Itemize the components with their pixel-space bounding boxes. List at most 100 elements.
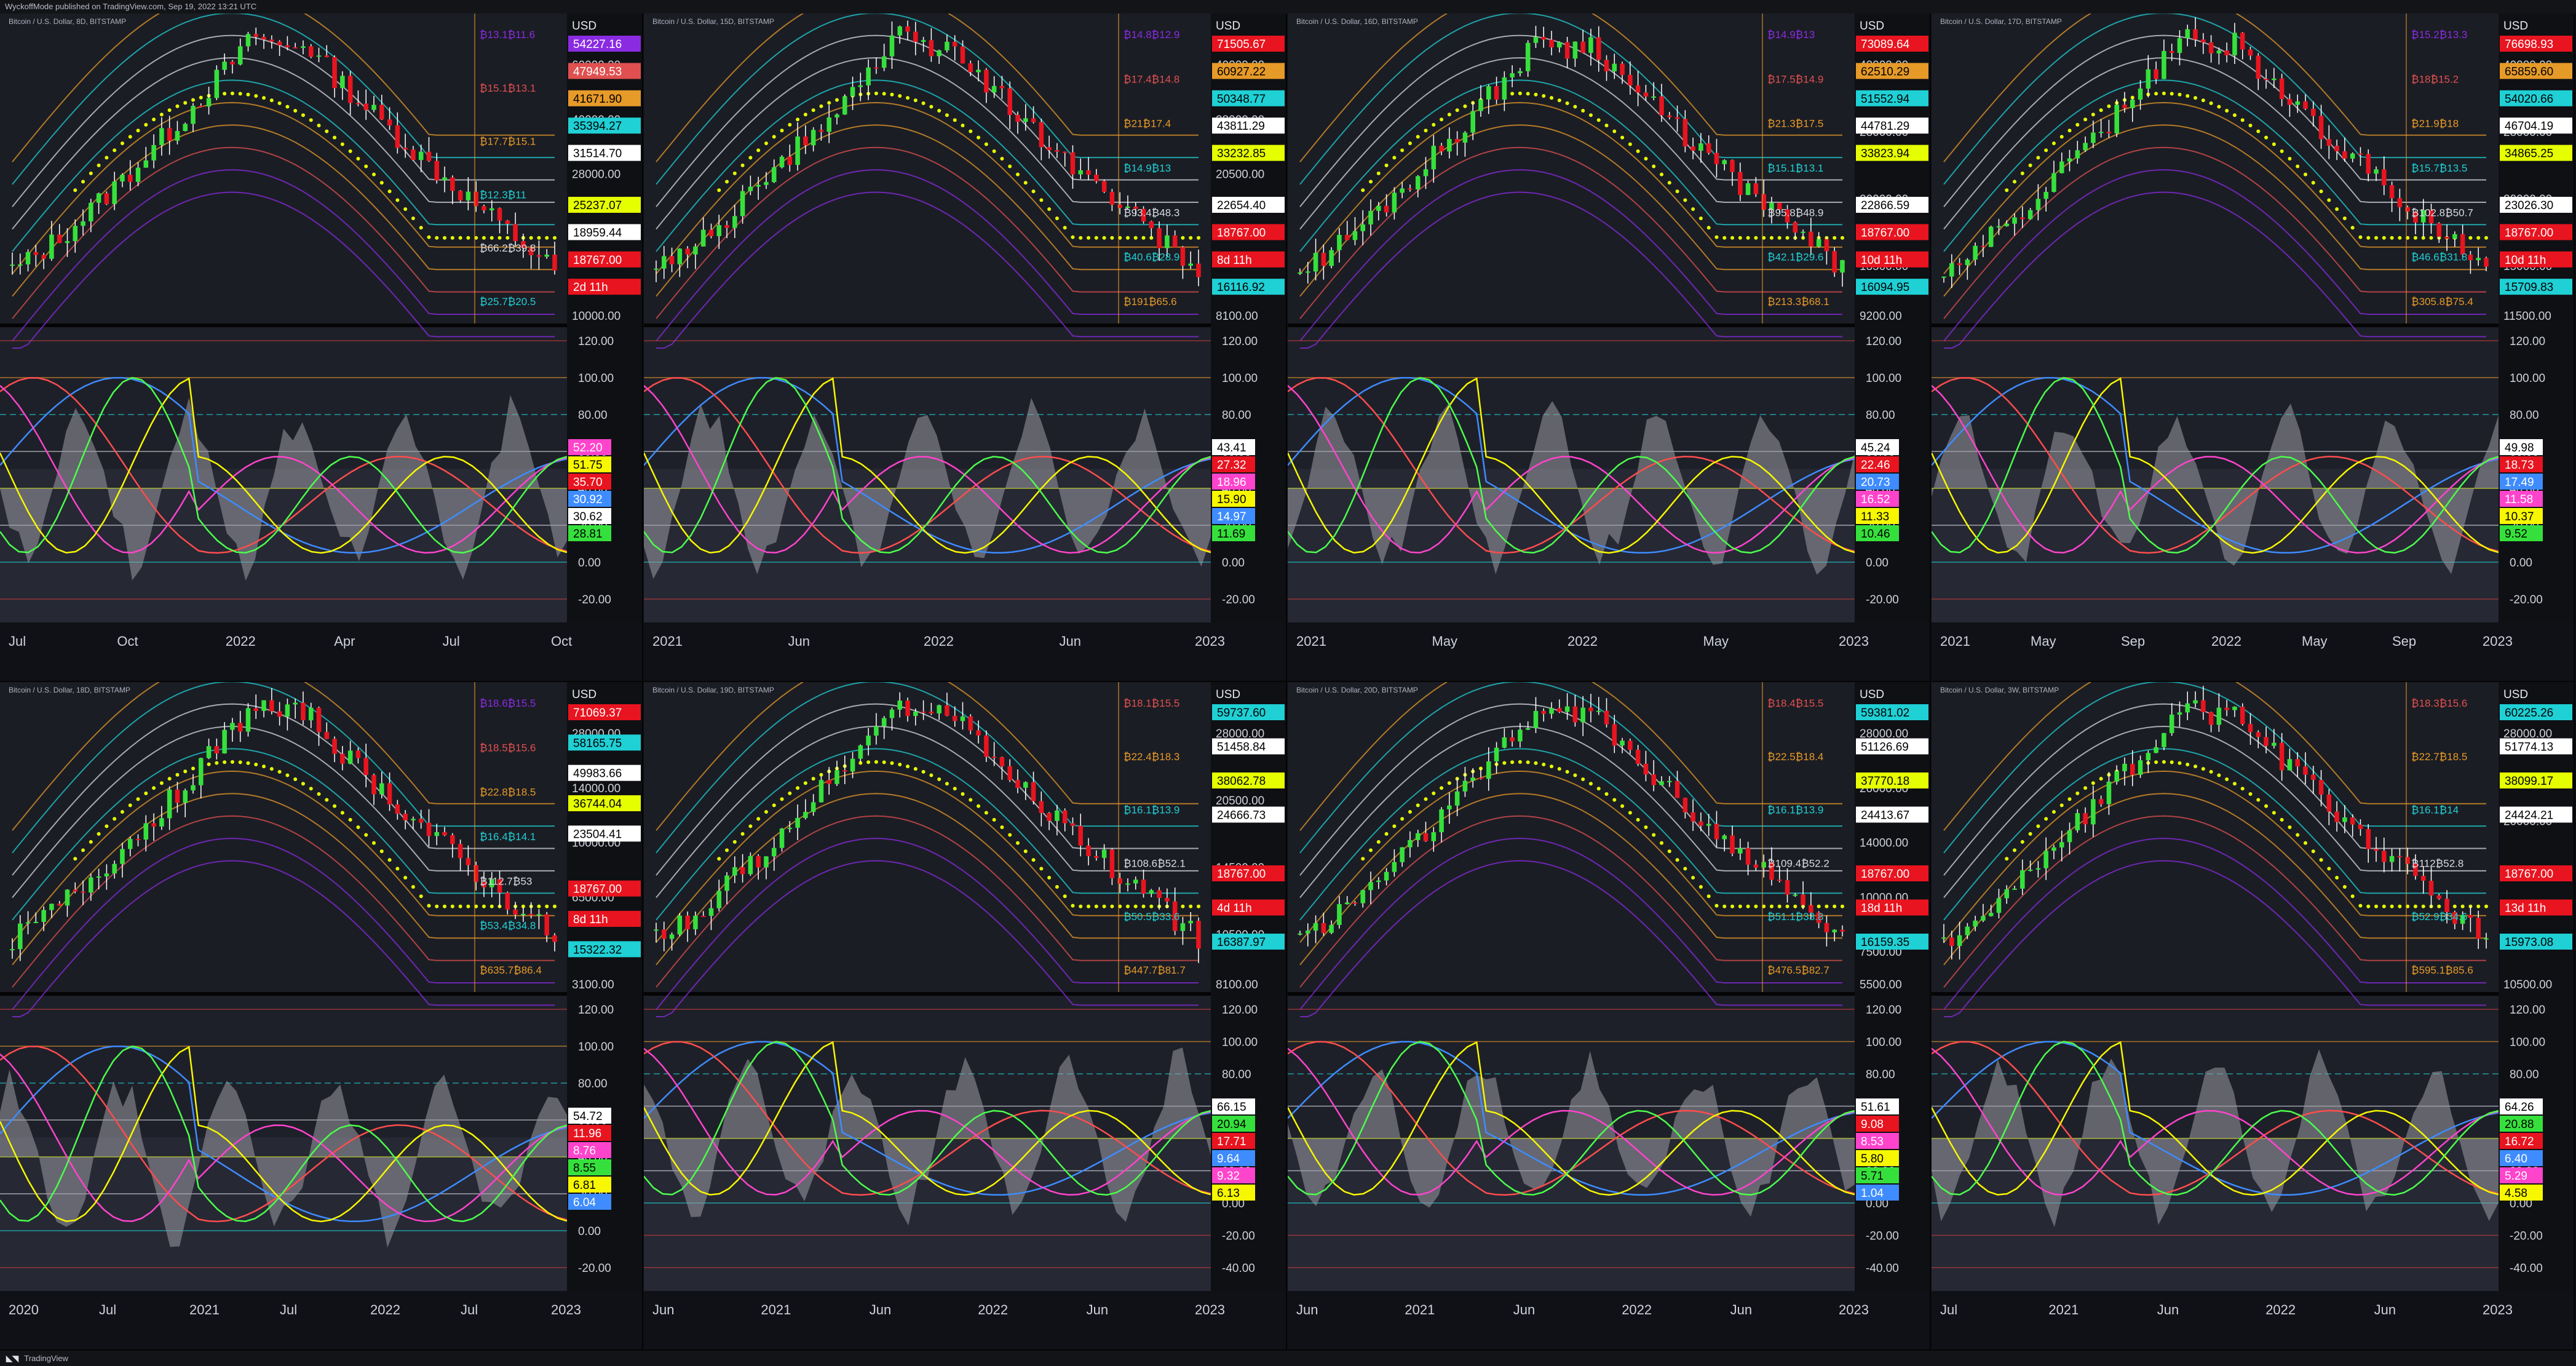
midline-dot (521, 904, 525, 908)
candle-body (2154, 69, 2158, 79)
badge-bg (2500, 704, 2572, 720)
band-annotation: ₿447.7₿81.7 (1124, 964, 1186, 976)
chart-title[interactable]: Bitcoin / U.S. Dollar, 18D, BITSTAMP (9, 686, 130, 694)
osc-label-badge: 45.24 (1856, 439, 1899, 455)
badge-bg (1856, 525, 1899, 541)
price-label-badge: 54020.66 (2500, 90, 2572, 106)
chart-title[interactable]: Bitcoin / U.S. Dollar, 17D, BITSTAMP (1940, 17, 2062, 26)
midline-dot (1440, 117, 1444, 122)
price-label-text: 62510.29 (1861, 65, 1909, 78)
badge-bg (2500, 525, 2543, 541)
price-label-badge: 44781.29 (1856, 117, 1928, 134)
band-annotation: ₿22.5₿18.4 (1767, 751, 1823, 763)
price-label-badge: 18767.00 (2500, 224, 2572, 240)
midline-dot (1063, 226, 1067, 230)
time-axis (1288, 622, 1930, 681)
midline-dot (387, 189, 392, 194)
candle-body (945, 705, 949, 716)
chart-title[interactable]: Bitcoin / U.S. Dollar, 20D, BITSTAMP (1296, 686, 1418, 694)
price-band-line (1299, 34, 1842, 207)
midline-dot (827, 101, 831, 105)
price-label-text: 22654.40 (1217, 199, 1266, 212)
candle-body (214, 69, 220, 98)
midline-dot (1479, 766, 1483, 771)
candle-body (2405, 857, 2410, 864)
candle-body (708, 908, 714, 916)
candle-body (1337, 904, 1342, 925)
candle-body (1384, 205, 1389, 213)
chart-pane[interactable]: USD 28000.00 20000.00 14000.00 10000.00 7500.… (1288, 682, 1931, 1351)
candle-body (96, 193, 101, 203)
chart-svg[interactable]: USD28000.0020500.0014500.0010500.008100.… (644, 682, 1287, 1351)
chart-pane[interactable]: USD28000.0020000.0015000.0010500.0060225… (1932, 682, 2575, 1351)
badge-bg (1212, 117, 1285, 134)
osc-tick-label: 120.00 (1222, 335, 1258, 348)
candle-body (889, 35, 895, 57)
chart-pane[interactable]: USD28000.0020500.0014500.0010500.008100.… (644, 682, 1287, 1351)
chart-svg[interactable]: USD40000.0028000.0020000.0013500.009200.… (1288, 14, 1931, 682)
candle-body (2224, 50, 2229, 55)
osc-label-badge: 8.55 (568, 1159, 611, 1175)
midline-dot (1542, 762, 1546, 766)
band-annotation: ₿93.4₿48.3 (1124, 207, 1179, 218)
osc-line (0, 1053, 568, 1223)
price-band-line (12, 124, 555, 297)
candle-body (1533, 711, 1539, 728)
price-label-badge: 76698.93 (2500, 36, 2572, 52)
midline-dot (450, 236, 454, 240)
badge-bg (2500, 439, 2543, 455)
candle-body (2162, 733, 2166, 747)
chart-svg[interactable]: USD60000.0040000.0028000.0020000.0014000… (0, 14, 643, 682)
badge-bg (568, 525, 611, 541)
chart-pane[interactable]: USD40000.0028000.0020500.0014500.0010500… (644, 14, 1287, 682)
tradingview-logo-icon[interactable]: ◣◥ (6, 1354, 18, 1363)
chart-pane[interactable]: USD60000.0040000.0028000.0020000.0014000… (0, 14, 643, 682)
candle-body (175, 789, 180, 803)
badge-bg (1856, 772, 1928, 788)
chart-pane[interactable]: USD28000.0014000.0010000.006500.004500.0… (0, 682, 643, 1351)
price-band-line (1299, 770, 1842, 943)
candle-body (1352, 902, 1358, 904)
price-label-badge: 71069.37 (568, 704, 641, 720)
footer-brand[interactable]: TradingView (24, 1354, 68, 1363)
chart-title[interactable]: Bitcoin / U.S. Dollar, 15D, BITSTAMP (652, 17, 774, 26)
candle-body (2154, 747, 2158, 753)
osc-label-badge: 6.13 (1212, 1185, 1255, 1201)
candle-body (363, 103, 368, 110)
chart-svg[interactable]: USD28000.0020000.0015000.0010500.0060225… (1932, 682, 2575, 1351)
midline-dot (1000, 825, 1004, 829)
candle-body (528, 247, 534, 255)
midline-dot (159, 781, 164, 785)
candle-body (18, 264, 23, 266)
candle-body (1055, 150, 1060, 152)
midline-dot (945, 782, 949, 786)
chart-svg[interactable]: USD28000.0014000.0010000.006500.004500.0… (0, 682, 643, 1351)
chart-title[interactable]: Bitcoin / U.S. Dollar, 3W, BITSTAMP (1940, 686, 2059, 694)
candle-body (57, 903, 62, 906)
candle-body (73, 889, 78, 892)
price-band-line (1299, 169, 1842, 342)
candle-body (1015, 780, 1020, 788)
chart-title[interactable]: Bitcoin / U.S. Dollar, 8D, BITSTAMP (9, 17, 127, 26)
midline-dot (128, 135, 132, 139)
midline-dot (1785, 904, 1789, 908)
osc-tick-label: 120.00 (2510, 335, 2545, 348)
osc-line (1288, 384, 1855, 554)
chart-svg[interactable]: USD40000.0028000.0020500.0014500.0010500… (644, 14, 1287, 682)
candle-body (1965, 926, 1970, 935)
chart-pane[interactable]: USD40000.0028000.0020000.0015000.0011500… (1932, 14, 2575, 682)
candle-body (1816, 239, 1821, 247)
candle-body (1188, 263, 1193, 266)
midline-dot (1573, 105, 1577, 109)
chart-svg[interactable]: USD28000.0020000.0014000.0010000.007500.… (1288, 682, 1931, 1351)
osc-line (1932, 384, 2499, 554)
candle-body (1117, 204, 1122, 208)
price-band-line (1300, 191, 1842, 349)
chart-svg[interactable]: USD40000.0028000.0020000.0015000.0011500… (1932, 14, 2575, 682)
candle-body (803, 812, 808, 818)
price-band-line (656, 124, 1199, 297)
chart-title[interactable]: Bitcoin / U.S. Dollar, 16D, BITSTAMP (1296, 17, 1418, 26)
chart-pane[interactable]: USD40000.0028000.0020000.0013500.009200.… (1288, 14, 1931, 682)
osc-label-badge: 54.72 (568, 1108, 611, 1124)
chart-title[interactable]: Bitcoin / U.S. Dollar, 19D, BITSTAMP (652, 686, 774, 694)
